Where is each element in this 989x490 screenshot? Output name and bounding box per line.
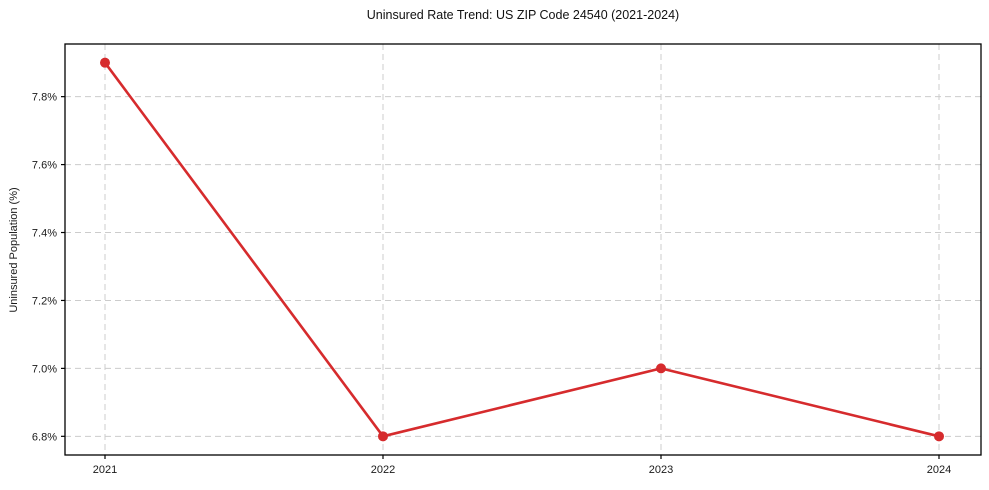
data-point-marker [934,431,944,442]
x-tick-label: 2021 [93,464,117,476]
trend-line [103,61,941,438]
x-tick-label: 2024 [927,464,951,476]
y-tick-label: 7.8% [32,92,57,104]
data-point-marker [656,363,666,374]
y-tick-label: 6.8% [32,431,57,443]
y-tick-label: 7.4% [32,228,57,240]
x-tick-label: 2023 [649,464,673,476]
x-tick-label: 2022 [371,464,395,476]
chart-title: Uninsured Rate Trend: US ZIP Code 24540 … [366,8,680,22]
plot-border [64,43,982,456]
y-tick-label: 7.6% [32,160,57,172]
data-point-marker [100,57,110,68]
y-tick-label: 7.0% [32,363,57,375]
data-point-marker [378,431,388,442]
y-tick-label: 7.2% [32,295,57,307]
